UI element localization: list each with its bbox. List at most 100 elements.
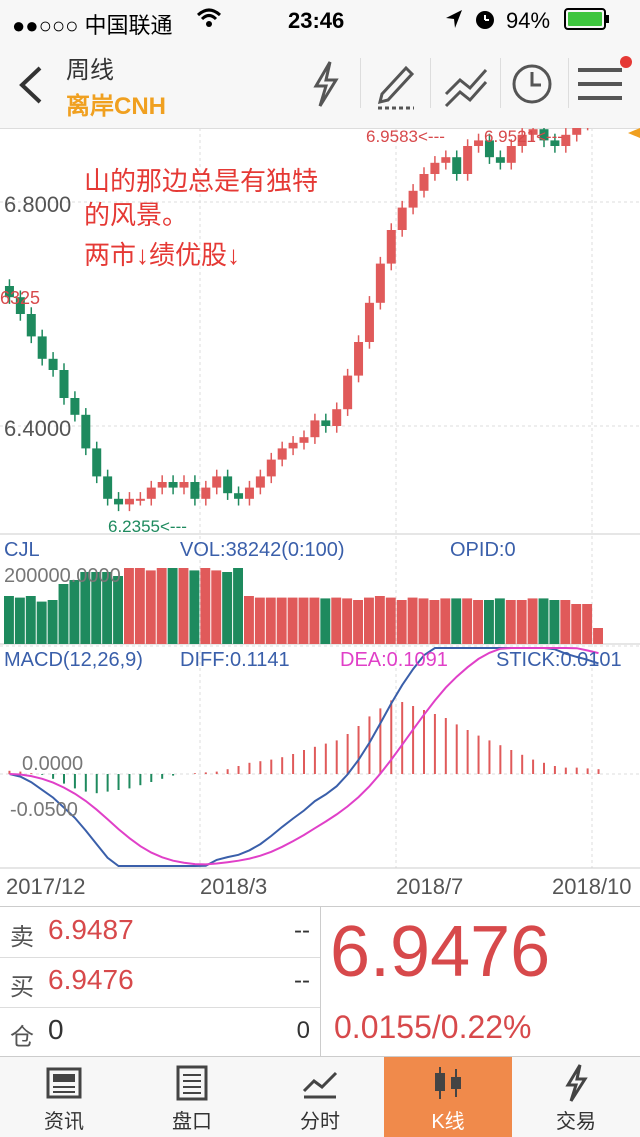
macd-tick-zero: 0.0000: [22, 753, 83, 775]
draw-button[interactable]: [366, 54, 426, 114]
candle-body: [255, 476, 265, 488]
back-button[interactable]: [10, 60, 54, 110]
candle-body: [474, 140, 484, 146]
candle-body: [364, 302, 374, 342]
candle-body: [572, 128, 582, 135]
wifi-icon: [196, 6, 222, 36]
candle-body: [146, 487, 156, 499]
volume-bar: [156, 568, 167, 644]
bottom-tab-bar: 资讯 盘口 分时 K线 交易: [0, 1056, 640, 1137]
volume-bar: [134, 568, 145, 644]
candle-body: [37, 336, 47, 359]
buy-label: 买: [10, 974, 34, 1001]
volume-bar: [36, 601, 47, 644]
menu-button[interactable]: [572, 54, 632, 114]
candle-body: [343, 375, 353, 410]
volume-bar: [91, 572, 102, 644]
volume-bar: [178, 568, 189, 644]
volume-bar: [440, 598, 451, 644]
tab-trade[interactable]: 交易: [512, 1057, 640, 1137]
volume-bar: [331, 597, 342, 644]
chart-grid: [0, 128, 640, 868]
lightning-icon: [313, 61, 339, 107]
position-label: 仓: [10, 1024, 34, 1051]
candle-body: [244, 487, 254, 499]
buy-qty: --: [294, 967, 310, 994]
x-tick-3: 2018/7: [396, 874, 463, 899]
candle-body: [266, 459, 276, 477]
sell-label: 卖: [10, 924, 34, 951]
candlestick-series: [4, 128, 589, 512]
volume-bar: [233, 568, 243, 644]
current-price-arrow: [628, 128, 640, 138]
candle-body: [234, 493, 244, 499]
tab-intraday-label: 分时: [300, 1111, 340, 1133]
tab-intraday[interactable]: 分时: [256, 1057, 384, 1137]
sell-row[interactable]: 卖 6.9487 --: [0, 907, 320, 958]
position-value: 0: [48, 1014, 64, 1045]
volume-bar: [254, 597, 265, 644]
tab-kline[interactable]: K线: [384, 1057, 512, 1137]
sell-price: 6.9487: [48, 914, 134, 945]
volume-bar: [4, 596, 14, 644]
kline-chart[interactable]: 6.8000 6.4000 6325 6.9583<--- 6.9521<---…: [0, 128, 640, 906]
max-price-label-1: 6.9583<---: [366, 128, 445, 146]
dea-value: DEA:0.1091: [340, 649, 448, 671]
candle-body: [4, 286, 14, 298]
candle-body: [321, 420, 331, 426]
candle-body: [157, 482, 167, 488]
news-icon: [46, 1067, 82, 1099]
chevron-left-icon: [19, 66, 42, 104]
candle-body: [452, 157, 462, 174]
x-tick-2: 2018/3: [200, 874, 267, 899]
volume-bar: [124, 568, 134, 644]
volume-bar: [200, 568, 211, 644]
clock-icon: [512, 64, 552, 104]
trendline-button[interactable]: [436, 54, 496, 114]
candle-body: [561, 134, 571, 146]
volume-bar: [396, 600, 407, 644]
volume-bar: [25, 596, 36, 644]
price-change: 0.0155/0.22%: [334, 1009, 532, 1045]
buy-price: 6.9476: [48, 964, 134, 995]
volume-bar: [102, 572, 113, 644]
volume-bar: [58, 584, 69, 644]
volume-bar: [69, 580, 80, 644]
candle-body: [212, 476, 222, 488]
macd-stick-series: [8, 700, 600, 794]
candle-body: [408, 190, 418, 208]
volume-bar: [47, 600, 58, 644]
candle-body: [441, 157, 451, 163]
time-button[interactable]: [504, 54, 564, 114]
quote-divider: [320, 907, 321, 1057]
tab-orderbook[interactable]: 盘口: [128, 1057, 256, 1137]
candle-body: [168, 482, 178, 488]
quote-panel: 卖 6.9487 -- 买 6.9476 -- 仓 0 0 6.9476 0.0…: [0, 906, 640, 1057]
volume-bar: [527, 598, 538, 644]
status-bar: ●●○○○ 中国联通 23:46 94%: [0, 0, 640, 40]
candle-body: [223, 476, 233, 494]
candle-body: [528, 129, 538, 135]
buy-row[interactable]: 买 6.9476 --: [0, 957, 320, 1008]
x-tick-1: 2017/12: [6, 874, 86, 899]
candle-body: [332, 409, 342, 426]
lightning-button[interactable]: [296, 54, 356, 114]
battery-percent: 94%: [506, 8, 551, 33]
header-bar: 周线 离岸CNH: [0, 40, 640, 129]
intraday-chart-icon: [302, 1071, 338, 1099]
header-divider: [360, 58, 361, 108]
volume-bar: [298, 597, 309, 644]
candle-body: [103, 476, 113, 499]
candle-body: [201, 487, 211, 499]
candle-body: [135, 498, 145, 501]
macd-tick-neg: -0.0500: [10, 799, 78, 821]
header-divider: [568, 58, 569, 108]
dea-line: [9, 647, 599, 866]
candle-body: [59, 370, 69, 398]
tab-news[interactable]: 资讯: [0, 1057, 128, 1137]
candle-body: [430, 162, 440, 174]
candle-body: [397, 207, 407, 230]
candle-body: [15, 297, 25, 314]
opid-value: OPID:0: [450, 539, 516, 561]
volume-bar: [374, 596, 385, 644]
